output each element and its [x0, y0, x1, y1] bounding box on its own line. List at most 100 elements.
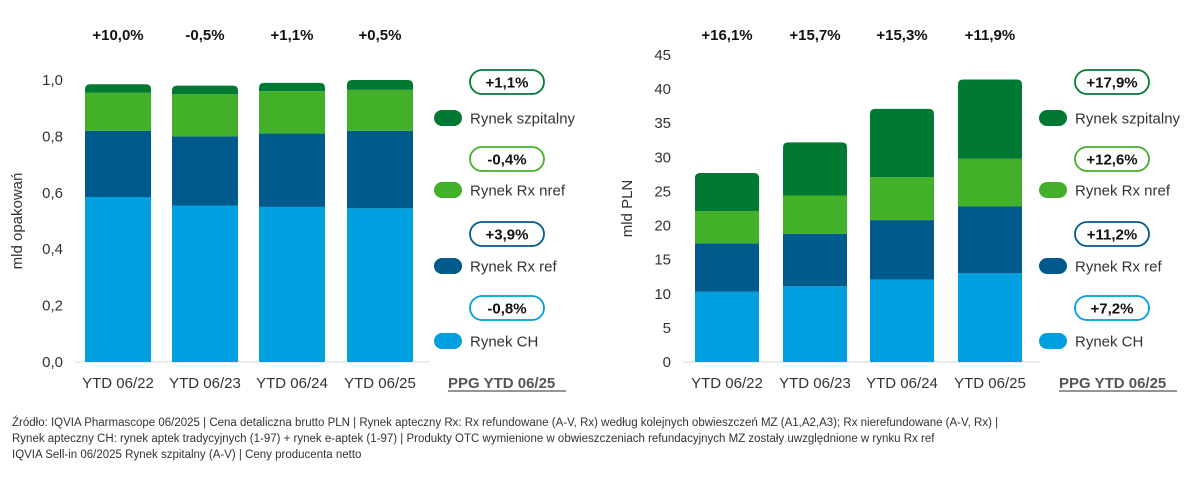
bar-segment-hospital [695, 173, 759, 212]
legend-swatch-ch [1039, 333, 1067, 349]
growth-pill-text: +17,9% [1086, 75, 1137, 92]
y-tick-label: 5 [663, 320, 671, 337]
legend-swatch-ch [434, 333, 462, 349]
x-tick-label: YTD 06/22 [691, 375, 763, 392]
x-tick-label: YTD 06/22 [82, 375, 154, 392]
bar-segment-ch [783, 286, 847, 362]
legend-label: Rynek CH [470, 334, 538, 351]
growth-pill-text: +1,1% [486, 75, 529, 92]
source-line-3: IQVIA Sell-in 06/2025 Rynek szpitalny (A… [12, 449, 362, 461]
legend-swatch-rx-nref [1039, 182, 1067, 198]
source-line-1: Źródło: IQVIA Pharmascope 06/2025 | Cena… [12, 417, 999, 429]
charts-canvas: 0,0 0,2 0,4 0,6 0,8 1,0 mld opakowań YTD 06/22 +… [9, 27, 1181, 392]
bar-segment-ch [958, 273, 1022, 362]
legend-title: PPG YTD 06/25 [1059, 375, 1166, 392]
source-line-2: Rynek apteczny CH: rynek aptek tradycyjn… [12, 433, 935, 445]
x-tick-label: YTD 06/23 [169, 375, 241, 392]
y-tick-label: 0 [663, 354, 671, 371]
y-tick-label: 25 [654, 183, 671, 200]
y-tick-label: 10 [654, 286, 671, 303]
growth-label: +16,1% [701, 27, 752, 44]
bar-segment-rx-ref [958, 206, 1022, 274]
source-footnote: Źródło: IQVIA Pharmascope 06/2025 | Cena… [12, 415, 1192, 463]
legend-title: PPG YTD 06/25 [448, 375, 555, 392]
bar-segment-rx-ref [783, 233, 847, 287]
growth-pill-ch [469, 295, 545, 321]
y-tick-label: 0,6 [42, 185, 63, 202]
y-tick-label: 15 [654, 252, 671, 269]
y-tick-label: 0,2 [42, 298, 63, 315]
bar-segment-rx-nref [695, 211, 759, 244]
y-tick-label: 0,8 [42, 128, 63, 145]
growth-label: +15,7% [789, 27, 840, 44]
bar-segment-rx-ref [85, 130, 151, 198]
bar-segment-ch [259, 206, 325, 362]
y-tick-label: 30 [654, 149, 671, 166]
bar-segment-rx-nref [172, 94, 238, 137]
bar-segment-rx-ref [347, 130, 413, 209]
growth-pill-rx-ref [469, 221, 545, 247]
bar-segment-rx-nref [85, 92, 151, 131]
legend-label: Rynek Rx nref [470, 183, 566, 200]
y-tick-label: 40 [654, 81, 671, 98]
growth-label: +15,3% [876, 27, 927, 44]
chart-1: 0,0 0,2 0,4 0,6 0,8 1,0 mld opakowań YTD 06/22 +… [9, 27, 576, 392]
y-tick-label: 0,4 [42, 241, 63, 258]
growth-label: +0,5% [359, 27, 402, 44]
bar-segment-rx-nref [259, 91, 325, 134]
growth-pill-text: -0,8% [487, 301, 526, 318]
growth-pill-ch [1074, 295, 1150, 321]
y-tick-label: 1,0 [42, 72, 63, 89]
bar-segment-ch [85, 197, 151, 362]
growth-label: +1,1% [271, 27, 314, 44]
y-tick-label: 0,0 [42, 354, 63, 371]
bar-segment-hospital [85, 84, 151, 93]
x-tick-label: YTD 06/23 [779, 375, 851, 392]
growth-label: -0,5% [185, 27, 224, 44]
legend-label: Rynek szpitalny [1075, 111, 1181, 128]
x-tick-label: YTD 06/24 [866, 375, 938, 392]
growth-pill-text: +12,6% [1086, 152, 1137, 169]
y-tick-label: 35 [654, 115, 671, 132]
bar-segment-hospital [783, 142, 847, 196]
y-tick-label: 45 [654, 47, 671, 64]
bar-segment-hospital [347, 80, 413, 90]
bar-segment-rx-ref [172, 136, 238, 206]
bar-segment-hospital [870, 108, 934, 178]
growth-pill-hospital [469, 69, 545, 95]
growth-pill-rx-nref [469, 146, 545, 172]
growth-pill-hospital [1074, 69, 1150, 95]
legend-swatch-rx-nref [434, 182, 462, 198]
growth-label: +10,0% [92, 27, 143, 44]
growth-pill-rx-ref [1074, 221, 1150, 247]
bar-segment-ch [347, 208, 413, 362]
legend-swatch-rx-ref [1039, 258, 1067, 274]
bar-segment-hospital [958, 79, 1022, 159]
bar-segment-hospital [259, 82, 325, 92]
x-tick-label: YTD 06/25 [344, 375, 416, 392]
growth-pill-text: +11,2% [1087, 227, 1137, 244]
bar-segment-rx-ref [259, 133, 325, 207]
bar-segment-ch [870, 279, 934, 362]
bar-segment-ch [695, 291, 759, 362]
bar-segment-rx-ref [695, 243, 759, 292]
x-tick-label: YTD 06/25 [954, 375, 1026, 392]
bar-segment-rx-nref [347, 89, 413, 131]
y-tick-label: 20 [654, 218, 671, 235]
y-axis-title: mld PLN [619, 180, 636, 238]
y-axis-title: mld opakowań [9, 173, 26, 270]
legend-swatch-hospital [434, 110, 462, 126]
chart-2: 0 5 10 15 20 25 30 35 40 45 mld PLN YTD 06/22 +16,1%… [619, 27, 1181, 392]
legend-swatch-rx-ref [434, 258, 462, 274]
x-tick-label: YTD 06/24 [256, 375, 328, 392]
growth-label: +11,9% [965, 27, 1015, 44]
legend-label: Rynek Rx ref [470, 259, 558, 276]
legend-label: Rynek Rx nref [1075, 183, 1171, 200]
legend-label: Rynek CH [1075, 334, 1143, 351]
bar-segment-rx-nref [870, 177, 934, 221]
bar-segment-ch [172, 205, 238, 362]
growth-pill-text: +7,2% [1091, 301, 1134, 318]
legend-label: Rynek szpitalny [470, 111, 576, 128]
growth-pill-text: +3,9% [486, 227, 529, 244]
growth-pill-text: -0,4% [487, 152, 526, 169]
